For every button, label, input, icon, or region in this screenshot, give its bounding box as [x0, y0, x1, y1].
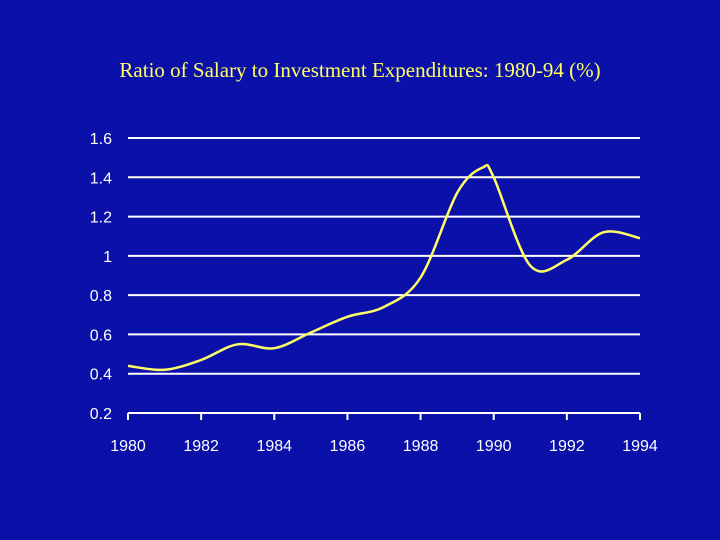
x-tick-label: 1990 [476, 438, 512, 455]
x-tick-label: 1988 [403, 438, 439, 455]
x-tick-label: 1984 [256, 438, 292, 455]
y-tick-label: 1 [103, 249, 112, 266]
y-tick-label: 1.2 [90, 210, 112, 227]
y-tick-label: 0.4 [90, 367, 112, 384]
chart-title: Ratio of Salary to Investment Expenditur… [119, 58, 601, 82]
y-tick-label: 0.8 [90, 288, 112, 305]
x-tick-label: 1980 [110, 438, 146, 455]
y-tick-label: 0.6 [90, 327, 112, 344]
x-tick-label: 1992 [549, 438, 585, 455]
x-tick-label: 1994 [622, 438, 658, 455]
x-tick-label: 1986 [330, 438, 366, 455]
series-line [127, 163, 641, 372]
y-tick-label: 1.6 [90, 131, 112, 148]
y-tick-label: 0.2 [90, 406, 112, 423]
y-tick-label: 1.4 [90, 170, 112, 187]
x-tick-label: 1982 [183, 438, 219, 455]
